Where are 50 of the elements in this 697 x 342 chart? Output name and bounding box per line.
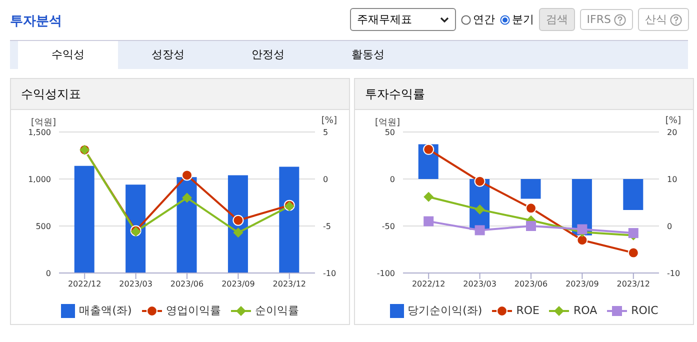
y2-tick-label: 0 [667, 222, 672, 231]
legend-label: ROIC [630, 303, 658, 318]
text: 검색 [538, 8, 575, 31]
x-tick-label: 2022/12 [68, 280, 102, 289]
y-axis-title: [억원] [31, 117, 56, 129]
legend-label: 순이익률 [254, 303, 299, 318]
y2-axis-title: [%] [321, 116, 337, 126]
text: 안정성 [250, 47, 286, 63]
y2-tick-label: 0 [323, 174, 328, 184]
y2-tick-label: 20 [667, 128, 678, 137]
x-tick-label: 2023/12 [616, 280, 650, 289]
text: IFRS [580, 9, 633, 30]
y2-tick-label: -10 [323, 268, 336, 278]
text: 활동성 [350, 47, 386, 63]
legend-label: 당기순이익(좌) [406, 303, 482, 318]
x-tick-label: 2023/06 [170, 280, 204, 289]
y-tick-label: 1,500 [28, 128, 51, 137]
y-axis-title: [억원] [375, 117, 400, 129]
chart-title: 수익성지표 [11, 79, 349, 110]
y2-tick-label: 10 [667, 174, 678, 184]
y-tick-label: 1,000 [28, 174, 51, 184]
chart-title: 투자수익률 [355, 79, 693, 110]
legend-label: ROA [572, 303, 598, 318]
text: 성장성 [150, 47, 186, 63]
text: 주재무제표 [350, 8, 456, 31]
x-tick-label: 2023/09 [222, 280, 255, 289]
y2-tick-label: -5 [323, 222, 331, 231]
text: 산식 [638, 8, 689, 31]
y2-tick-label: 5 [323, 128, 328, 137]
x-tick-label: 2023/03 [119, 280, 152, 289]
y-tick-label: 0 [390, 174, 395, 184]
y2-tick-label: -10 [667, 268, 680, 278]
x-tick-label: 2023/03 [463, 280, 496, 289]
text: 투자분석 [10, 13, 62, 30]
legend-label: 영업이익률 [164, 303, 221, 318]
y-tick-label: 0 [46, 268, 51, 278]
y2-axis-title: [%] [665, 116, 681, 126]
x-tick-label: 2022/12 [412, 280, 446, 289]
y-tick-label: -50 [382, 222, 395, 231]
legend-label: ROE [515, 303, 540, 318]
legend-label: 매출액(좌) [78, 303, 132, 318]
text: 연간 [472, 12, 495, 27]
y-tick-label: 50 [384, 128, 395, 137]
y-tick-label: -100 [376, 268, 395, 278]
y-tick-label: 500 [36, 222, 51, 231]
text: 수익성 [18, 41, 118, 69]
x-tick-label: 2023/06 [514, 280, 548, 289]
x-tick-label: 2023/09 [566, 280, 599, 289]
text: 분기 [510, 12, 534, 27]
x-tick-label: 2023/12 [272, 280, 306, 289]
